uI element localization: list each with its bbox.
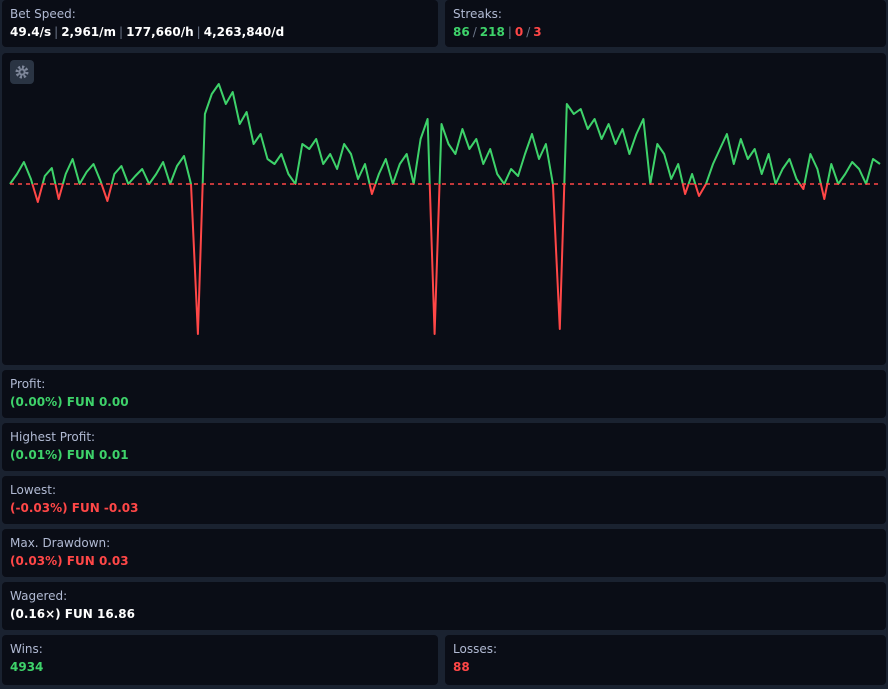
label: Profit:	[10, 377, 46, 391]
streaks-panel: Streaks: 86/218 | 0/3	[445, 0, 886, 47]
stat-panel: Highest Profit: (0.01%) FUN 0.01	[2, 423, 886, 471]
slash: /	[472, 25, 477, 39]
label: Highest Profit:	[10, 430, 96, 444]
separator: |	[54, 25, 59, 39]
wins-value: 4934	[10, 660, 44, 674]
losses-panel: Losses: 88	[445, 635, 886, 685]
speed-value: 49.4/s	[10, 25, 52, 39]
stat-value: (0.01%) FUN 0.01	[10, 448, 129, 462]
stat-panel: Lowest: (-0.03%) FUN -0.03	[2, 476, 886, 524]
label: Lowest:	[10, 483, 57, 497]
speed-value: 4,263,840/d	[203, 25, 285, 39]
settings-button[interactable]	[10, 60, 34, 84]
profit-line-negative	[10, 184, 868, 335]
profit-line	[9, 83, 881, 184]
loss-streak: 0	[514, 25, 524, 39]
separator: |	[196, 25, 201, 39]
label: Streaks:	[453, 7, 502, 21]
chart-panel	[2, 53, 886, 365]
slash: /	[526, 25, 531, 39]
speed-value: 177,660/h	[126, 25, 194, 39]
stat-panel: Wagered: (0.16×) FUN 16.86	[2, 582, 886, 630]
stat-value: (0.16×) FUN 16.86	[10, 607, 135, 621]
label: Wagered:	[10, 589, 68, 603]
wins-panel: Wins: 4934	[2, 635, 438, 685]
label: Max. Drawdown:	[10, 536, 111, 550]
separator: |	[507, 25, 512, 39]
stat-value: (0.00%) FUN 0.00	[10, 395, 129, 409]
label: Losses:	[453, 642, 497, 656]
speed-value: 2,961/m	[61, 25, 117, 39]
separator: |	[119, 25, 124, 39]
label: Wins:	[10, 642, 43, 656]
losses-value: 88	[453, 660, 470, 674]
stat-panel: Max. Drawdown: (0.03%) FUN 0.03	[2, 529, 886, 577]
max-loss-streak: 3	[533, 25, 542, 39]
label: Bet Speed:	[10, 7, 76, 21]
bet-speed-values: 49.4/s | 2,961/m | 177,660/h | 4,263,840/d	[10, 25, 430, 39]
gear-icon	[15, 65, 29, 79]
streaks-values: 86/218 | 0/3	[453, 25, 878, 39]
stat-value: (-0.03%) FUN -0.03	[10, 501, 139, 515]
max-win-streak: 218	[479, 25, 505, 39]
win-streak: 86	[453, 25, 470, 39]
bet-speed-panel: Bet Speed: 49.4/s | 2,961/m | 177,660/h | 4,26…	[2, 0, 438, 47]
stat-panel: Profit: (0.00%) FUN 0.00	[2, 370, 886, 418]
chart	[9, 83, 881, 335]
stat-value: (0.03%) FUN 0.03	[10, 554, 129, 568]
